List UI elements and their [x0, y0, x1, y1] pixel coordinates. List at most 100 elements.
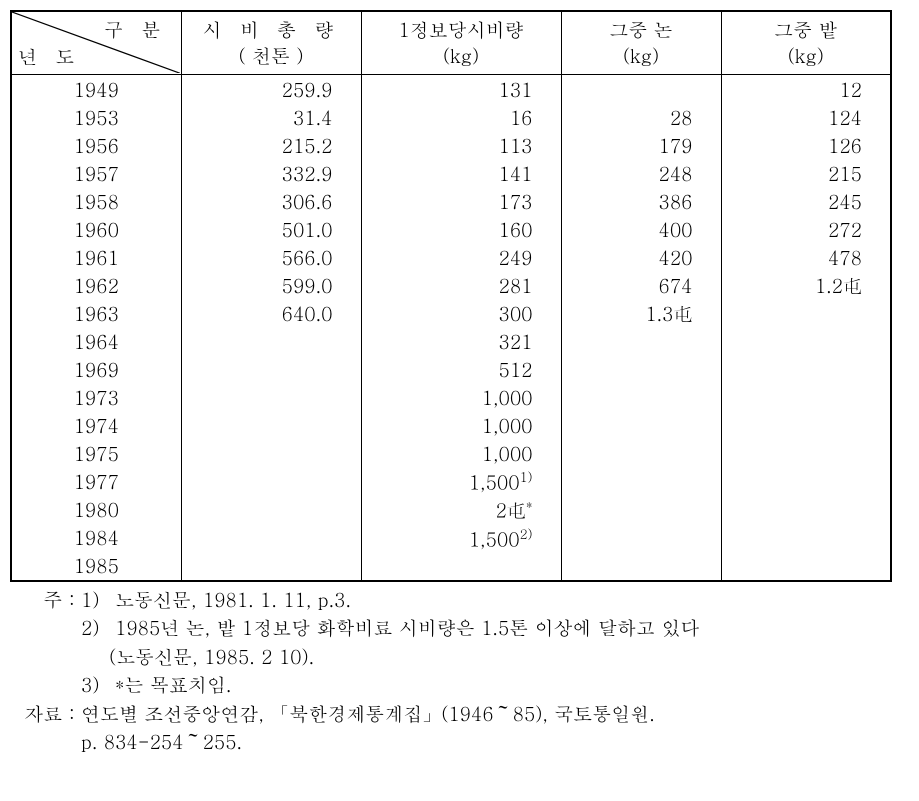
- header-per-unit: (kg): [443, 43, 479, 69]
- header-year-label: 년 도: [18, 43, 80, 70]
- cell-per: 113: [361, 131, 561, 159]
- cell-paddy: [561, 467, 721, 495]
- header-paddy-unit: (kg): [623, 43, 659, 69]
- note-2-text-cont: (노동신문, 1985. 2 10).: [10, 643, 890, 672]
- cell-year: 1980: [11, 495, 181, 523]
- note-1-num: 1): [81, 586, 115, 615]
- header-year-category: 구 분 년 도: [11, 11, 181, 75]
- cell-field: [721, 327, 891, 355]
- cell-total: 332.9: [181, 159, 361, 187]
- header-total-unit: ( 천톤 ): [239, 43, 304, 69]
- cell-field: 272: [721, 215, 891, 243]
- table-row: 1984 1,5002): [11, 524, 891, 552]
- cell-per: 512: [361, 355, 561, 383]
- cell-paddy: 386: [561, 187, 721, 215]
- cell-total: 259.9: [181, 75, 361, 104]
- cell-year: 1984: [11, 524, 181, 552]
- cell-year: 1973: [11, 383, 181, 411]
- cell-year: 1961: [11, 243, 181, 271]
- cell-total: 566.0: [181, 243, 361, 271]
- footnotes: 주 : 1) 노동신문, 1981. 1. 11, p.3. 2) 1985년 …: [10, 586, 890, 757]
- cell-per: 281: [361, 271, 561, 299]
- cell-field: [721, 439, 891, 467]
- table-row: 1949259.9131 12: [11, 75, 891, 104]
- cell-year: 1975: [11, 439, 181, 467]
- cell-paddy: 674: [561, 271, 721, 299]
- note-3-num: 3): [81, 671, 115, 700]
- table-row: 1961566.0249420478: [11, 243, 891, 271]
- cell-field: [721, 299, 891, 327]
- cell-paddy: [561, 552, 721, 581]
- cell-year: 1985: [11, 552, 181, 581]
- cell-per: 1,5001): [361, 467, 561, 495]
- cell-field: 124: [721, 103, 891, 131]
- fertilizer-table: 구 분 년 도 시 비 총 량 ( 천톤 ) 1정보당시비량 (kg) 그중 논: [10, 10, 892, 582]
- note-1-text: 노동신문, 1981. 1. 11, p.3.: [115, 586, 890, 615]
- note-3-text: *는 목표치임.: [115, 671, 890, 700]
- cell-year: 1964: [11, 327, 181, 355]
- cell-per: 321: [361, 327, 561, 355]
- cell-field: [721, 552, 891, 581]
- header-category-label: 구 분: [104, 16, 166, 43]
- cell-total: [181, 467, 361, 495]
- cell-year: 1958: [11, 187, 181, 215]
- cell-year: 1977: [11, 467, 181, 495]
- table-row: 1969 512: [11, 355, 891, 383]
- cell-per: 1,000: [361, 383, 561, 411]
- table-row: 1956215.2113179126: [11, 131, 891, 159]
- cell-per: 1,5002): [361, 524, 561, 552]
- table-row: 1962599.02816741.2屯: [11, 271, 891, 299]
- header-paddy-label: 그중 논: [609, 17, 672, 43]
- cell-paddy: [561, 383, 721, 411]
- cell-paddy: 179: [561, 131, 721, 159]
- cell-year: 1969: [11, 355, 181, 383]
- header-field-unit: (kg): [788, 43, 824, 69]
- table-row: 1958306.6173386245: [11, 187, 891, 215]
- header-field: 그중 밭 (kg): [721, 11, 891, 75]
- cell-paddy: 400: [561, 215, 721, 243]
- table-row: 1963640.03001.3屯: [11, 299, 891, 327]
- cell-paddy: 1.3屯: [561, 299, 721, 327]
- table-row: 1977 1,5001): [11, 467, 891, 495]
- cell-field: 1.2屯: [721, 271, 891, 299]
- cell-field: [721, 467, 891, 495]
- cell-paddy: [561, 327, 721, 355]
- cell-field: [721, 355, 891, 383]
- cell-year: 1949: [11, 75, 181, 104]
- cell-field: 12: [721, 75, 891, 104]
- cell-field: 245: [721, 187, 891, 215]
- header-field-label: 그중 밭: [774, 17, 837, 43]
- cell-field: [721, 524, 891, 552]
- header-per-label: 1정보당시비량: [398, 17, 523, 43]
- table-row: 1973 1,000: [11, 383, 891, 411]
- cell-paddy: 248: [561, 159, 721, 187]
- cell-per: 249: [361, 243, 561, 271]
- cell-total: [181, 383, 361, 411]
- cell-per: 131: [361, 75, 561, 104]
- cell-per: 300: [361, 299, 561, 327]
- header-paddy: 그중 논 (kg): [561, 11, 721, 75]
- cell-per: 173: [361, 187, 561, 215]
- cell-total: 640.0: [181, 299, 361, 327]
- table-row: 1985: [11, 552, 891, 581]
- cell-total: [181, 524, 361, 552]
- table-row: 1960501.0160400272: [11, 215, 891, 243]
- cell-total: 599.0: [181, 271, 361, 299]
- table-row: 19802屯*: [11, 495, 891, 523]
- cell-field: [721, 411, 891, 439]
- cell-total: [181, 411, 361, 439]
- cell-paddy: [561, 75, 721, 104]
- cell-year: 1960: [11, 215, 181, 243]
- cell-field: 215: [721, 159, 891, 187]
- cell-field: [721, 495, 891, 523]
- source-label: 자료 :: [10, 700, 81, 729]
- header-per: 1정보당시비량 (kg): [361, 11, 561, 75]
- cell-field: 126: [721, 131, 891, 159]
- cell-year: 1953: [11, 103, 181, 131]
- header-total: 시 비 총 량 ( 천톤 ): [181, 11, 361, 75]
- note-2-num: 2): [81, 614, 115, 643]
- cell-paddy: [561, 411, 721, 439]
- cell-field: 478: [721, 243, 891, 271]
- cell-per: 160: [361, 215, 561, 243]
- cell-year: 1962: [11, 271, 181, 299]
